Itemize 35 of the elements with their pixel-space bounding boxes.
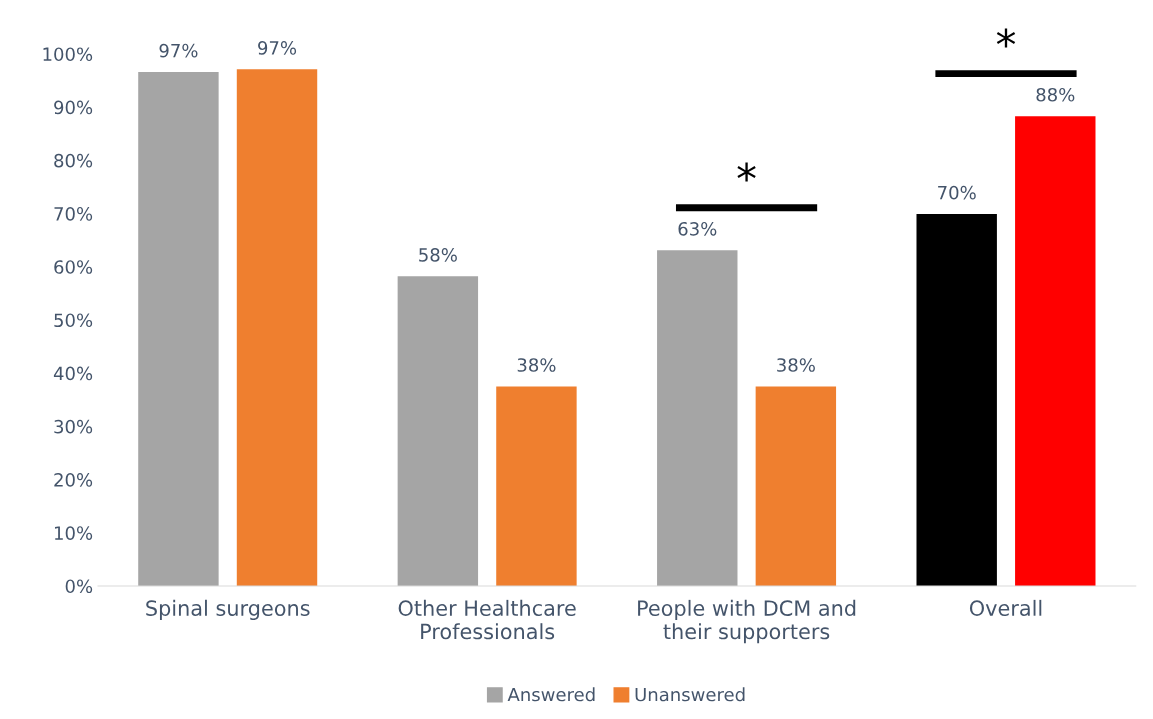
- y-tick-label: 10%: [55, 526, 93, 540]
- bar: [657, 250, 738, 586]
- x-tick-label: Spinal surgeons: [146, 599, 310, 621]
- x-tick-label: Other Healthcare Professionals: [398, 599, 576, 640]
- data-label: 70%: [938, 185, 976, 200]
- data-label: 38%: [777, 358, 815, 372]
- y-tick-label: 20%: [54, 473, 93, 487]
- bar: [1015, 116, 1096, 586]
- bar: [496, 386, 577, 586]
- y-tick-label: 70%: [54, 207, 93, 221]
- bar: [755, 386, 837, 586]
- annotation: *: [737, 162, 756, 182]
- y-tick-label: 40%: [53, 366, 93, 381]
- data-label: 38%: [517, 358, 556, 372]
- y-tick-label: 100%: [43, 47, 93, 62]
- y-tick-label: 80%: [54, 153, 93, 168]
- bar: [236, 69, 318, 586]
- bar: [397, 276, 479, 586]
- bar: [916, 214, 997, 586]
- data-label: 97%: [258, 41, 297, 55]
- data-label: 63%: [678, 221, 717, 236]
- y-tick-label: 60%: [54, 260, 93, 274]
- x-tick-label: People with DCM and their supporters: [638, 599, 856, 644]
- data-label: 58%: [419, 248, 457, 262]
- y-tick-label: 30%: [54, 419, 93, 434]
- data-label: 97%: [159, 43, 198, 58]
- data-label: 88%: [1036, 87, 1075, 102]
- text: *: [996, 28, 1016, 48]
- y-tick-label: 90%: [54, 100, 93, 115]
- x-tick-label: Overall: [969, 599, 1042, 616]
- bar: [138, 72, 219, 586]
- legend-label: Unanswered: [635, 687, 745, 702]
- y-tick-label: 50%: [54, 313, 93, 328]
- y-tick-label: 0%: [65, 579, 93, 594]
- legend-label: Answered: [507, 687, 595, 702]
